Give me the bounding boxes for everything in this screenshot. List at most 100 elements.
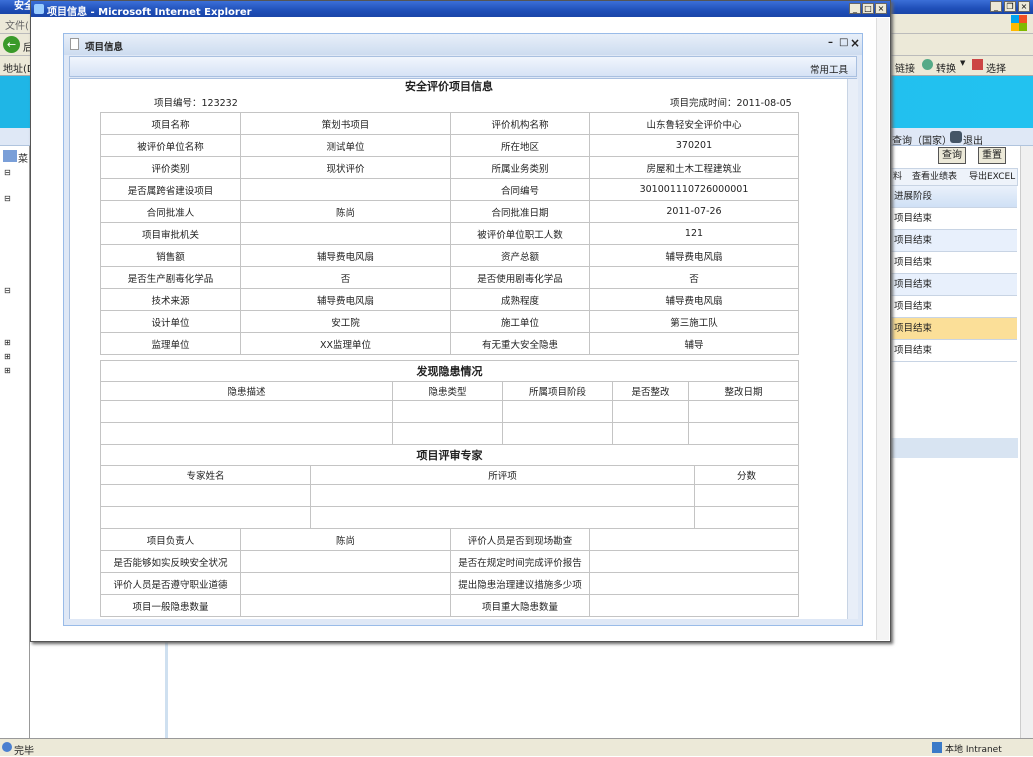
common-tools-button[interactable]: 常用工具 (809, 65, 848, 76)
tree-expander-icon[interactable]: ⊟ (4, 286, 11, 295)
select-button[interactable]: 选择 (986, 64, 1006, 75)
table-row[interactable]: 项目结束 (890, 296, 1017, 318)
field-label: 项目审批机关 (100, 222, 241, 245)
field-value: 辅导 (589, 332, 799, 355)
minimize-button[interactable]: _ (990, 1, 1002, 12)
dialog-minimize-icon[interactable]: – (828, 37, 833, 48)
popup-close-button[interactable]: × (875, 3, 887, 14)
field-value: 否 (589, 266, 799, 289)
dialog-toolbar: 常用工具 (69, 56, 857, 77)
tree-expander-icon[interactable]: ⊞ (4, 366, 11, 375)
tree-expander-icon[interactable]: ⊟ (4, 168, 11, 177)
table-row: 项目一般隐患数量 项目重大隐患数量 (100, 594, 799, 617)
finish-time: 项目完成时间：2011-08-05 (670, 98, 792, 109)
field-value: 第三施工队 (589, 310, 799, 333)
query-button[interactable]: 查询 (938, 147, 966, 164)
table-row: 是否生产剧毒化学品否是否使用剧毒化学品否 (100, 266, 799, 289)
exit-link[interactable]: 退出 (963, 136, 983, 147)
tree-expander-icon[interactable]: ⊟ (4, 194, 11, 203)
field-label: 技术来源 (100, 288, 241, 311)
field-value (240, 594, 451, 617)
field-value: 安工院 (240, 310, 451, 333)
table-row[interactable]: 项目结束 (890, 230, 1017, 252)
dropdown-icon[interactable]: ▼ (960, 59, 966, 67)
tab-materials[interactable]: 料 (893, 172, 903, 182)
query-national-link[interactable]: 查询（国家） (892, 136, 952, 147)
tree-root-label[interactable]: 菜 (18, 154, 28, 165)
column-header: 所评项 (310, 465, 695, 485)
field-label: 项目名称 (100, 112, 241, 135)
field-label: 是否在规定时间完成评价报告 (450, 550, 590, 573)
restore-button[interactable]: ❐ (1004, 1, 1016, 12)
field-value: 辅导费电风扇 (240, 244, 451, 267)
exit-icon (950, 131, 962, 143)
table-row[interactable]: 项目结束 (890, 274, 1017, 296)
table-header-row: 隐患描述 隐患类型 所属项目阶段 是否整改 整改日期 (100, 381, 800, 401)
field-value: 辅导费电风扇 (240, 288, 451, 311)
page-scrollbar[interactable] (1020, 146, 1033, 738)
table-row: 被评价单位名称 测试单位 所在地区 370201 (100, 134, 799, 157)
project-info-table: 项目名称 策划书项目 评价机构名称 山东鲁轻安全评价中心 被评价单位名称 测试单位 所在地区… (100, 112, 799, 355)
close-button[interactable]: × (1018, 1, 1030, 12)
reset-button[interactable]: 重置 (978, 147, 1006, 164)
convert-button[interactable]: 转换 (936, 64, 956, 75)
table-row[interactable]: 项目结束 (890, 252, 1017, 274)
popup-scrollbar[interactable] (876, 18, 889, 640)
table-row: 合同批准人 陈尚 合同批准日期 2011-07-26 (100, 200, 799, 223)
column-header: 专家姓名 (100, 465, 311, 485)
back-button[interactable]: 后 (23, 43, 33, 54)
field-label: 所在地区 (450, 134, 590, 157)
dialog-title: 项目信息 (85, 42, 124, 53)
field-label: 合同编号 (450, 178, 590, 201)
field-label: 设计单位 (100, 310, 241, 333)
tree-expander-icon[interactable]: ⊞ (4, 338, 11, 347)
zone-icon (932, 742, 942, 753)
field-value: 现状评价 (240, 156, 451, 179)
dialog-scrollbar[interactable] (847, 79, 858, 620)
column-header: 所属项目阶段 (502, 381, 613, 401)
column-header: 隐患类型 (392, 381, 503, 401)
hazard-table: 发现隐患情况 隐患描述 隐患类型 所属项目阶段 是否整改 整改日期 (99, 360, 800, 445)
table-row: 是否能够如实反映安全状况 是否在规定时间完成评价报告 (100, 550, 799, 573)
table-row[interactable]: 项目结束 (890, 340, 1017, 362)
tab-export-excel[interactable]: 导出EXCEL (969, 172, 1016, 182)
zone-text: 本地 Intranet (945, 745, 1002, 755)
table-row: 评价类别 现状评价 所属业务类别 房屋和土木工程建筑业 (100, 156, 799, 179)
field-value: 301001110726000001 (589, 178, 799, 201)
field-label: 提出隐患治理建议措施多少项 (450, 572, 590, 595)
tree-expander-icon[interactable]: ⊞ (4, 352, 11, 361)
windows-logo-icon (1011, 15, 1027, 31)
table-row: 评价人员是否遵守职业道德 提出隐患治理建议措施多少项 (100, 572, 799, 595)
tab-bar: 料 查看业绩表 导出EXCEL (890, 168, 1018, 186)
dialog-maximize-icon[interactable]: □ (839, 37, 849, 48)
table-row: 项目审批机关 被评价单位职工人数 121 (100, 222, 799, 245)
right-panel-footer (890, 438, 1018, 458)
field-label: 合同批准人 (100, 200, 241, 223)
field-label: 监理单位 (100, 332, 241, 355)
back-icon[interactable]: ← (3, 36, 20, 53)
hazard-title: 发现隐患情况 (99, 360, 800, 382)
report-title: 安全评价项目信息 (405, 80, 493, 93)
dialog-close-icon[interactable]: × (850, 36, 861, 50)
field-label: 评价类别 (100, 156, 241, 179)
status-text: 完毕 (14, 746, 34, 757)
popup-maximize-button[interactable]: □ (862, 3, 874, 14)
column-header-progress[interactable]: 进展阶段 (890, 186, 1017, 208)
status-bar: 完毕 本地 Intranet (0, 738, 1033, 757)
field-label: 销售额 (100, 244, 241, 267)
field-value (589, 550, 799, 573)
table-row[interactable]: 项目结束 (890, 208, 1017, 230)
content-divider (165, 640, 168, 738)
table-row-selected[interactable]: 项目结束 (890, 318, 1017, 340)
menu-file[interactable]: 文件( (5, 21, 29, 32)
links-button[interactable]: 链接 (895, 64, 915, 75)
field-label: 项目负责人 (100, 528, 241, 551)
table-row: 项目名称 策划书项目 评价机构名称 山东鲁轻安全评价中心 (100, 112, 799, 135)
field-label: 评价人员是否到现场勘查 (450, 528, 590, 551)
tab-performance[interactable]: 查看业绩表 (912, 172, 958, 182)
computer-icon (3, 150, 17, 162)
popup-minimize-button[interactable]: _ (849, 3, 861, 14)
tree-panel: 菜 ⊟ ⊟ ⊟ ⊞ ⊞ ⊞ (0, 146, 30, 738)
table-row: 项目负责人 陈尚 评价人员是否到现场勘查 (100, 528, 799, 551)
field-label: 被评价单位名称 (100, 134, 241, 157)
